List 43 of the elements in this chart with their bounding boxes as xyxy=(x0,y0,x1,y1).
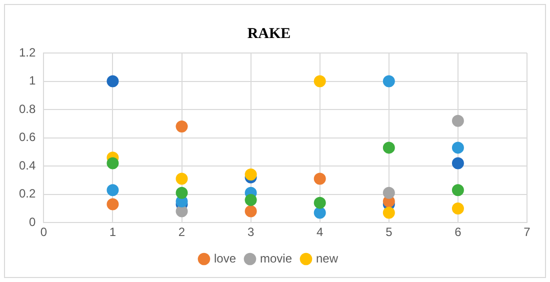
x-tick-label: 4 xyxy=(316,225,324,240)
point xyxy=(176,120,188,132)
point xyxy=(106,157,119,170)
x-tick-label: 7 xyxy=(524,225,531,240)
point xyxy=(382,75,395,88)
x-tick-label: 5 xyxy=(386,225,393,240)
legend-label: love xyxy=(214,251,236,266)
x-tick-label: 6 xyxy=(454,225,462,240)
x-tick-label: 2 xyxy=(178,225,186,240)
point xyxy=(382,206,395,219)
point xyxy=(106,75,119,88)
point xyxy=(314,196,326,209)
legend-label: movie xyxy=(260,251,292,266)
point xyxy=(106,198,119,210)
point xyxy=(176,186,188,199)
point xyxy=(452,184,464,196)
point xyxy=(452,114,464,127)
y-tick-label: 0.2 xyxy=(18,186,36,201)
point xyxy=(382,186,395,199)
point xyxy=(244,194,257,206)
point xyxy=(244,168,257,181)
y-tick-label: 1 xyxy=(28,74,36,88)
point xyxy=(452,142,464,154)
legend-label: new xyxy=(316,251,338,266)
y-tick-label: 0 xyxy=(28,214,36,229)
y-tick-label: 0.6 xyxy=(18,130,36,144)
point xyxy=(176,172,188,185)
point xyxy=(244,205,257,218)
x-tick-label: 3 xyxy=(247,225,254,240)
point xyxy=(176,205,188,218)
point xyxy=(106,184,119,196)
chart-title: RAKE xyxy=(247,26,291,42)
point xyxy=(314,75,326,88)
point xyxy=(382,142,395,154)
point xyxy=(452,202,464,214)
y-tick-label: 0.8 xyxy=(18,102,36,116)
y-tick-label: 0.4 xyxy=(18,158,36,172)
y-tick-label: 1.2 xyxy=(18,45,36,60)
x-tick-label: 1 xyxy=(109,225,116,240)
point xyxy=(314,172,326,185)
point xyxy=(452,157,464,170)
point xyxy=(314,206,326,219)
x-tick-label: 0 xyxy=(40,225,48,240)
